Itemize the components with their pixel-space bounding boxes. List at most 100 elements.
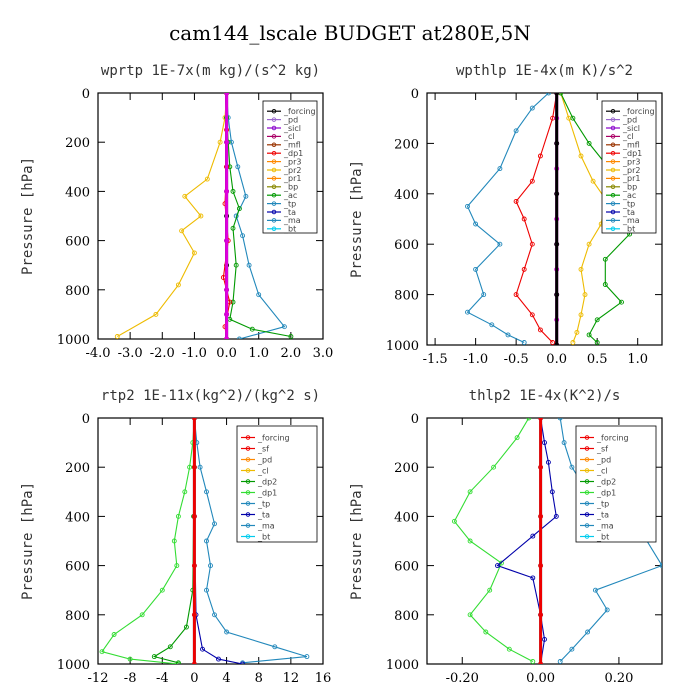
- y-tick-label: 1000: [386, 339, 419, 354]
- series-point: [183, 624, 189, 630]
- series-point: [182, 489, 188, 495]
- legend-entry: _dp1: [596, 488, 616, 497]
- legend: _forcing _sf _pd _cl _dp2 _dp1 _tp _ta _ma _bt: [575, 425, 657, 543]
- legend-entry: _forcing: [283, 107, 316, 116]
- series-point: [513, 198, 519, 204]
- legend-marker: [584, 468, 590, 473]
- series-point: [505, 332, 511, 338]
- series-point: [198, 213, 204, 219]
- x-tick-label: 8: [255, 671, 263, 686]
- series-point: [236, 336, 242, 339]
- series-point: [487, 587, 493, 593]
- legend-entry: _dp2: [257, 477, 277, 486]
- series-point: [235, 164, 241, 170]
- series-point: [585, 629, 591, 635]
- series-point: [550, 340, 556, 345]
- legend-marker: [245, 457, 251, 462]
- series-point: [99, 649, 105, 655]
- series-point: [216, 656, 221, 662]
- series-group: [465, 93, 641, 345]
- series-point: [191, 661, 197, 664]
- series-point: [557, 659, 563, 664]
- series-point: [191, 612, 197, 618]
- y-tick-label: 0: [82, 412, 90, 427]
- y-axis-label: Pressure [hPa]: [20, 482, 36, 600]
- series-point: [243, 193, 249, 199]
- legend-marker: [584, 534, 590, 539]
- legend-marker: [584, 501, 590, 506]
- panel-title: wprtp 1E-7x(m kg)/(s^2 kg): [101, 63, 320, 79]
- legend-marker: [271, 150, 277, 156]
- series-point: [590, 178, 596, 184]
- legend-marker: [245, 446, 251, 451]
- series-point: [171, 538, 177, 544]
- legend-marker: [610, 150, 616, 156]
- series-point: [111, 632, 117, 637]
- series-point: [578, 153, 584, 159]
- legend-entry: _ta: [596, 510, 609, 519]
- series-point: [538, 563, 544, 569]
- legend-entry: _pr1: [283, 174, 301, 183]
- series-point: [569, 646, 575, 652]
- legend-marker: [271, 218, 277, 223]
- x-tick-label: -1.5: [423, 352, 448, 367]
- legend-entry: _ma: [283, 216, 301, 225]
- series-point: [175, 282, 181, 288]
- series-line-tp: [466, 93, 549, 343]
- legend-box: [236, 425, 318, 543]
- series-point: [224, 93, 230, 96]
- series-point: [230, 188, 236, 194]
- y-axis-label: Pressure [hPa]: [20, 157, 36, 275]
- panel-title: thlp2 1E-4x(K^2)/s: [469, 388, 621, 404]
- legend-marker: [245, 490, 251, 495]
- series-point: [228, 139, 234, 145]
- x-tick-label: -4: [156, 671, 169, 686]
- legend-marker: [245, 479, 251, 484]
- series-point: [191, 250, 197, 256]
- legend-marker: [610, 218, 616, 223]
- series-point: [491, 464, 497, 470]
- series-point: [521, 216, 527, 222]
- series-point: [167, 644, 173, 650]
- legend-entry: _dp1: [283, 149, 303, 158]
- series-point: [200, 646, 205, 652]
- figure-title: cam144_lscale BUDGET at280E,5N: [169, 21, 531, 45]
- series-point: [602, 256, 608, 262]
- y-tick-label: 800: [65, 609, 90, 624]
- series-point: [191, 418, 197, 421]
- series-point: [538, 418, 544, 421]
- legend-marker: [610, 125, 616, 131]
- series-line-dp1: [453, 418, 534, 662]
- series-point: [553, 513, 559, 519]
- y-tick-label: 0: [411, 412, 419, 427]
- series-point: [558, 93, 564, 96]
- series-point: [208, 563, 213, 569]
- legend: _forcing_pd_sicl_cl_mfl_dp1_pr3_pr2_pr1_…: [262, 100, 318, 234]
- panel-title: wpthlp 1E-4x(m K)/s^2: [456, 63, 633, 79]
- series-point: [538, 612, 544, 618]
- legend-entry: _dp1: [622, 149, 642, 158]
- x-tick-label: -12: [88, 671, 109, 686]
- series-point: [236, 206, 242, 212]
- legend-entry: _cl: [596, 466, 608, 475]
- y-tick-label: 600: [65, 560, 90, 575]
- series-point: [139, 612, 145, 618]
- series-point: [175, 660, 181, 664]
- series-point: [197, 464, 203, 470]
- legend-entry: _pr3: [283, 157, 301, 166]
- plot-frame: [97, 92, 324, 340]
- legend-entry: _sicl: [283, 124, 301, 133]
- series-point: [545, 459, 551, 465]
- series-point: [467, 538, 473, 544]
- series-point: [204, 176, 210, 182]
- y-axis-label: Pressure [hPa]: [349, 160, 365, 278]
- series-point: [570, 340, 576, 345]
- legend-marker: [245, 435, 251, 440]
- y-tick-label: 200: [394, 137, 419, 152]
- series-point: [182, 193, 188, 199]
- x-tick-label: 2.0: [281, 346, 302, 361]
- legend-marker: [271, 108, 277, 114]
- legend-marker: [245, 534, 251, 539]
- series-point: [554, 241, 560, 247]
